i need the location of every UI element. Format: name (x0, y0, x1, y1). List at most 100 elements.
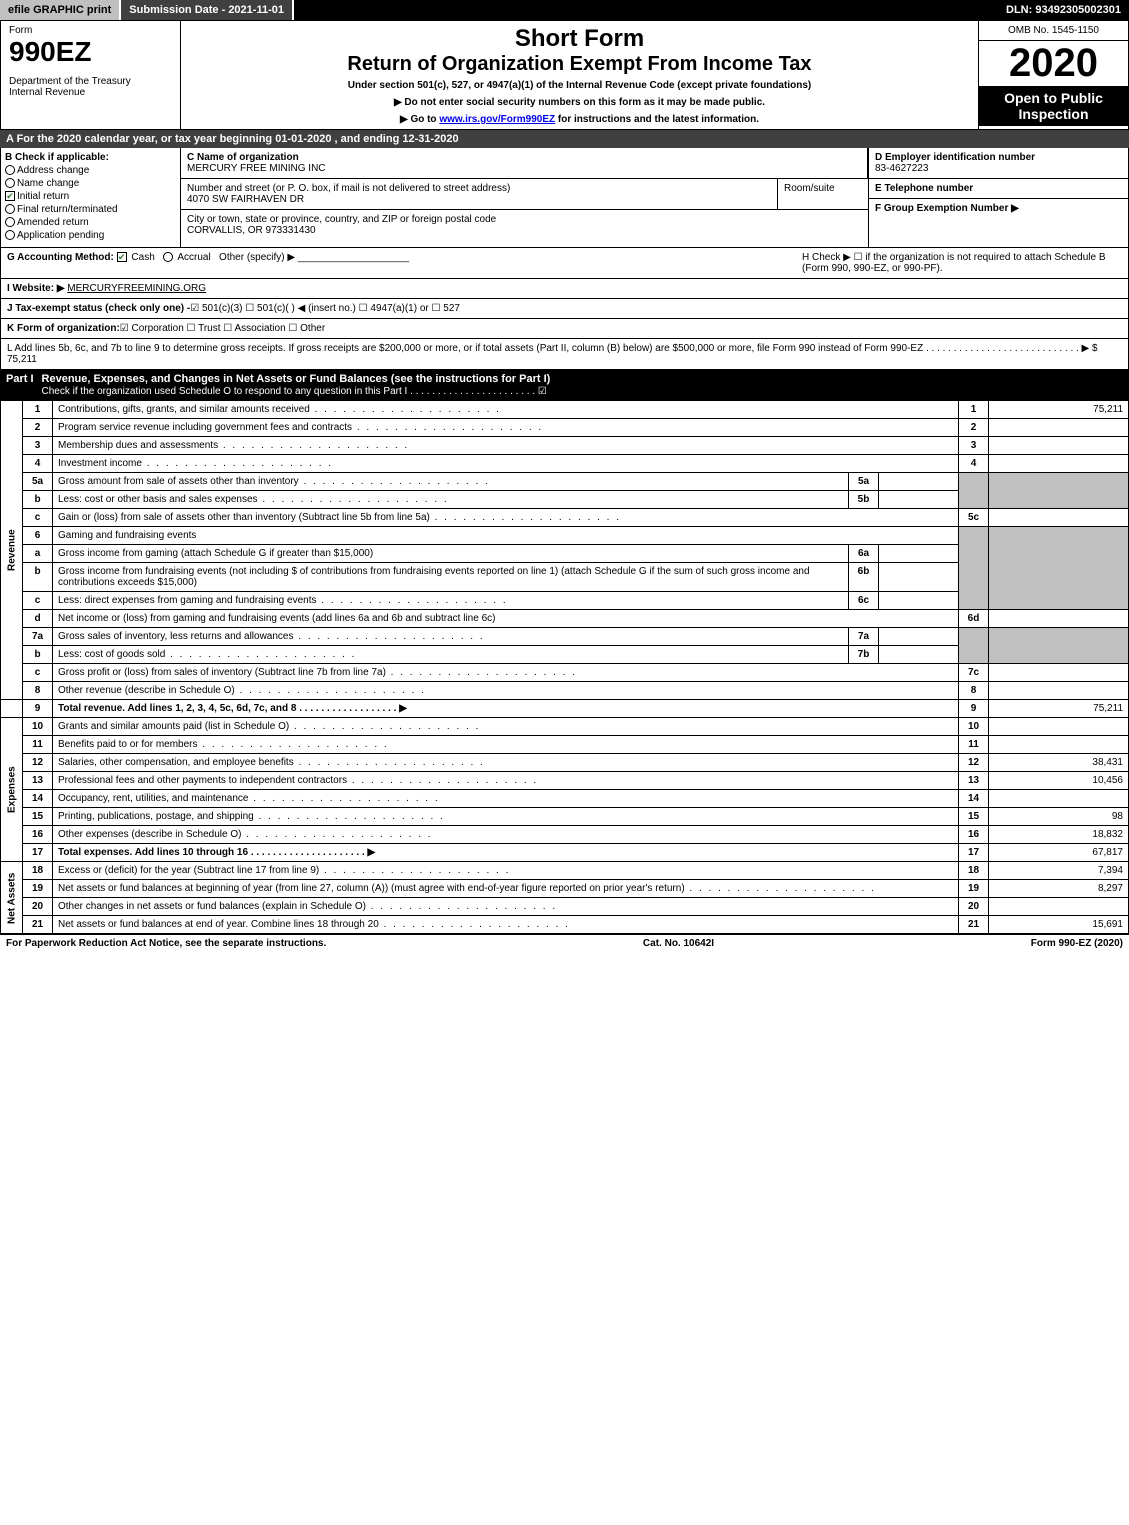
efile-print-button[interactable]: efile GRAPHIC print (0, 0, 121, 20)
page-footer: For Paperwork Reduction Act Notice, see … (0, 934, 1129, 952)
ln3-amt (989, 437, 1129, 455)
ln14-n: 14 (23, 790, 53, 808)
row-i-website: I Website: ▶ MERCURYFREEMINING.ORG (0, 279, 1129, 299)
ln3-n: 3 (23, 437, 53, 455)
ln8-rn: 8 (959, 682, 989, 700)
ln7a-sv (879, 628, 959, 646)
phone-label: E Telephone number (875, 183, 1122, 194)
ln16-amt: 18,832 (989, 826, 1129, 844)
instr2-prefix: ▶ Go to (400, 114, 439, 125)
ln5a-n: 5a (23, 473, 53, 491)
cb-label-2: Initial return (17, 191, 69, 202)
checkbox-application-pending[interactable] (5, 230, 15, 240)
omb-number: OMB No. 1545-1150 (979, 21, 1128, 41)
ln5b-n: b (23, 491, 53, 509)
tax-exempt-label: J Tax-exempt status (check only one) - (7, 303, 190, 314)
ln1-rn: 1 (959, 401, 989, 419)
group-exemption-label: F Group Exemption Number ▶ (875, 203, 1122, 214)
ln5b-d: Less: cost or other basis and sales expe… (58, 494, 449, 505)
row-k-form-org: K Form of organization: ☑ Corporation ☐ … (0, 319, 1129, 339)
ln9-d: Total revenue. Add lines 1, 2, 3, 4, 5c,… (58, 703, 407, 714)
ln1-n: 1 (23, 401, 53, 419)
ln16-rn: 16 (959, 826, 989, 844)
row-j-tax-exempt: J Tax-exempt status (check only one) - ☑… (0, 299, 1129, 319)
form-word: Form (9, 25, 172, 36)
ln1-d: Contributions, gifts, grants, and simila… (58, 404, 501, 415)
expenses-side-label: Expenses (1, 718, 23, 862)
ln12-n: 12 (23, 754, 53, 772)
ln12-rn: 12 (959, 754, 989, 772)
city-label: City or town, state or province, country… (187, 214, 862, 225)
ln7b-d: Less: cost of goods sold (58, 649, 356, 660)
ln10-amt (989, 718, 1129, 736)
ln12-amt: 38,431 (989, 754, 1129, 772)
ln14-d: Occupancy, rent, utilities, and maintena… (58, 793, 440, 804)
row-h-schedule-b: H Check ▶ ☐ if the organization is not r… (802, 252, 1122, 274)
ln19-d: Net assets or fund balances at beginning… (58, 883, 876, 894)
top-bar: efile GRAPHIC print Submission Date - 20… (0, 0, 1129, 20)
ln7a-d: Gross sales of inventory, less returns a… (58, 631, 485, 642)
footer-left: For Paperwork Reduction Act Notice, see … (6, 938, 326, 949)
name-label: C Name of organization (187, 152, 861, 163)
ln3-d: Membership dues and assessments (58, 440, 409, 451)
ln21-amt: 15,691 (989, 916, 1129, 934)
part-1-table: Revenue 1 Contributions, gifts, grants, … (0, 400, 1129, 934)
ln6d-n: d (23, 610, 53, 628)
ln16-n: 16 (23, 826, 53, 844)
column-b-checkboxes: B Check if applicable: Address change Na… (1, 148, 181, 247)
checkbox-address-change[interactable] (5, 165, 15, 175)
accounting-method-label: G Accounting Method: (7, 252, 117, 263)
ln18-rn: 18 (959, 862, 989, 880)
ln4-amt (989, 455, 1129, 473)
ln10-d: Grants and similar amounts paid (list in… (58, 721, 480, 732)
ln13-d: Professional fees and other payments to … (58, 775, 538, 786)
ln7b-n: b (23, 646, 53, 664)
section-a-taxyear: A For the 2020 calendar year, or tax yea… (0, 130, 1129, 148)
ein-label: D Employer identification number (875, 152, 1122, 163)
tax-exempt-options: ☑ 501(c)(3) ☐ 501(c)( ) ◀ (insert no.) ☐… (190, 303, 460, 314)
ln10-n: 10 (23, 718, 53, 736)
website-value[interactable]: MERCURYFREEMINING.ORG (67, 283, 206, 294)
ln15-n: 15 (23, 808, 53, 826)
ln1-amt: 75,211 (989, 401, 1129, 419)
ln6c-d: Less: direct expenses from gaming and fu… (58, 595, 508, 606)
open-to-public: Open to Public Inspection (979, 86, 1128, 126)
ln20-n: 20 (23, 898, 53, 916)
checkbox-final-return[interactable] (5, 204, 15, 214)
tax-year: 2020 (979, 41, 1128, 86)
ln4-n: 4 (23, 455, 53, 473)
org-name: MERCURY FREE MINING INC (187, 163, 861, 174)
cb-label-5: Application pending (17, 230, 104, 241)
ln7c-d: Gross profit or (loss) from sales of inv… (58, 667, 577, 678)
ln4-d: Investment income (58, 458, 333, 469)
ln5a-d: Gross amount from sale of assets other t… (58, 476, 490, 487)
website-label: I Website: ▶ (7, 283, 65, 294)
ln11-amt (989, 736, 1129, 754)
footer-center: Cat. No. 10642I (643, 938, 714, 949)
ln15-d: Printing, publications, postage, and shi… (58, 811, 445, 822)
ln10-rn: 10 (959, 718, 989, 736)
checkbox-initial-return[interactable] (5, 191, 15, 201)
net-assets-side-label: Net Assets (1, 862, 23, 934)
ln11-rn: 11 (959, 736, 989, 754)
ln6b-d: Gross income from fundraising events (no… (53, 563, 849, 592)
irs-link[interactable]: www.irs.gov/Form990EZ (439, 114, 555, 125)
checkbox-accrual[interactable] (163, 252, 173, 262)
ln6a-sn: 6a (849, 545, 879, 563)
ln16-d: Other expenses (describe in Schedule O) (58, 829, 433, 840)
cb-label-3: Final return/terminated (17, 204, 118, 215)
accrual-label: Accrual (177, 252, 210, 263)
ln7a-n: 7a (23, 628, 53, 646)
cb-label-1: Name change (17, 178, 79, 189)
ln11-n: 11 (23, 736, 53, 754)
ln21-rn: 21 (959, 916, 989, 934)
ln5c-n: c (23, 509, 53, 527)
ln7b-sn: 7b (849, 646, 879, 664)
checkbox-cash[interactable] (117, 252, 127, 262)
under-section: Under section 501(c), 527, or 4947(a)(1)… (185, 80, 974, 91)
checkbox-amended-return[interactable] (5, 217, 15, 227)
ln6c-sn: 6c (849, 592, 879, 610)
checkbox-name-change[interactable] (5, 178, 15, 188)
ln7b-sv (879, 646, 959, 664)
ln6a-n: a (23, 545, 53, 563)
